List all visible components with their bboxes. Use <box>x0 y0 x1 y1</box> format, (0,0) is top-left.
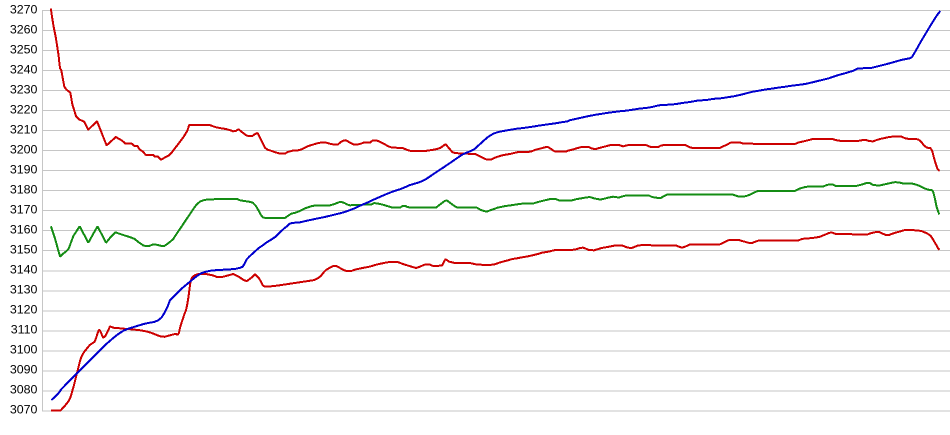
svg-text:3250: 3250 <box>10 42 38 56</box>
svg-text:3210: 3210 <box>10 122 38 136</box>
svg-text:3100: 3100 <box>10 343 38 357</box>
svg-text:3090: 3090 <box>10 363 38 377</box>
svg-text:3180: 3180 <box>10 182 38 196</box>
svg-text:3260: 3260 <box>10 22 38 36</box>
svg-text:3230: 3230 <box>10 82 38 96</box>
svg-text:3170: 3170 <box>10 203 38 217</box>
svg-text:3240: 3240 <box>10 62 38 76</box>
svg-text:3220: 3220 <box>10 102 38 116</box>
svg-text:3160: 3160 <box>10 223 38 237</box>
svg-text:3270: 3270 <box>10 2 38 16</box>
svg-text:3120: 3120 <box>10 303 38 317</box>
svg-text:3080: 3080 <box>10 383 38 397</box>
svg-text:3130: 3130 <box>10 283 38 297</box>
svg-text:3070: 3070 <box>10 403 38 417</box>
svg-text:3200: 3200 <box>10 142 38 156</box>
svg-text:3190: 3190 <box>10 162 38 176</box>
svg-text:3140: 3140 <box>10 263 38 277</box>
svg-text:3150: 3150 <box>10 243 38 257</box>
svg-text:3110: 3110 <box>11 323 38 337</box>
